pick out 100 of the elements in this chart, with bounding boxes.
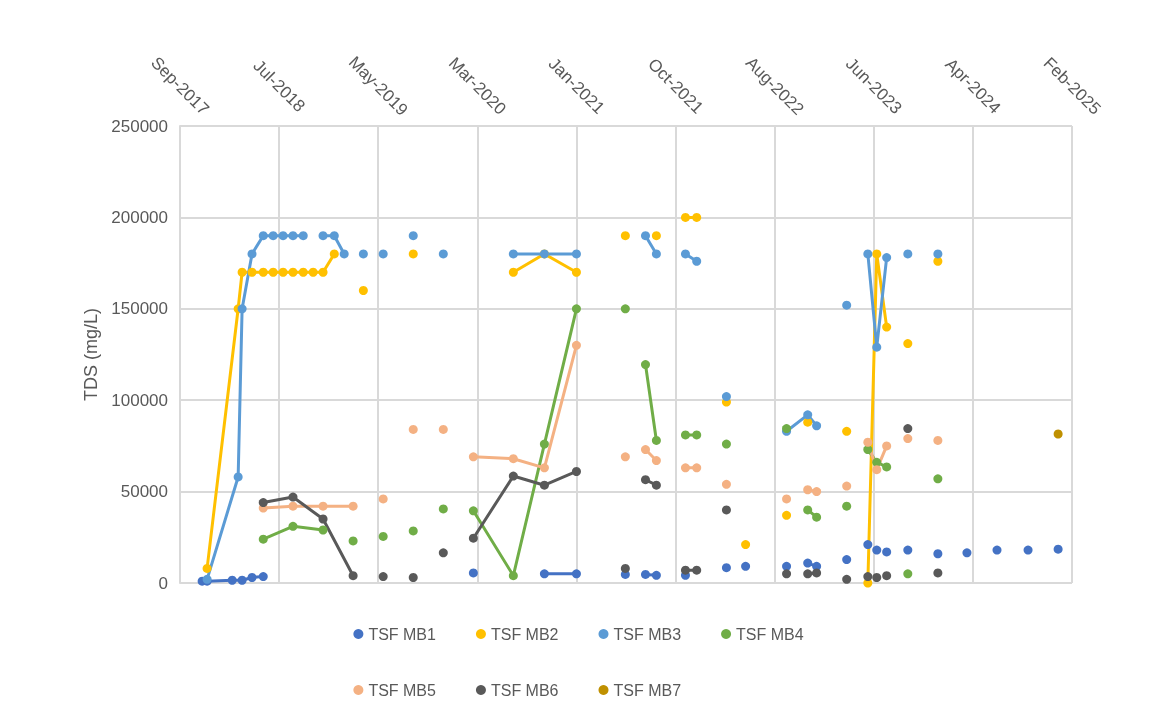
point xyxy=(268,267,278,277)
legend-label: TSF MB2 xyxy=(490,625,559,643)
point xyxy=(571,267,581,277)
point xyxy=(438,424,448,434)
y-tick-label: 150000 xyxy=(111,299,168,319)
point xyxy=(903,545,913,555)
point xyxy=(308,267,318,277)
point xyxy=(842,555,852,565)
point xyxy=(1053,544,1063,554)
point xyxy=(571,466,581,476)
point xyxy=(408,231,418,241)
point xyxy=(692,212,702,222)
point xyxy=(408,249,418,259)
point xyxy=(571,249,581,259)
point xyxy=(903,424,913,434)
point xyxy=(863,445,873,455)
point xyxy=(641,231,650,241)
point xyxy=(651,456,661,466)
point xyxy=(468,506,478,516)
point xyxy=(247,573,257,583)
point xyxy=(651,249,661,259)
y-tick-label: 50000 xyxy=(120,482,168,502)
y-tick-label: 200000 xyxy=(111,207,168,227)
point xyxy=(329,231,339,241)
point xyxy=(882,462,892,472)
point xyxy=(237,575,247,585)
point xyxy=(268,231,278,241)
point xyxy=(1023,545,1033,555)
point xyxy=(508,249,518,259)
point xyxy=(962,548,972,558)
point xyxy=(782,561,792,571)
point xyxy=(903,339,913,349)
point xyxy=(933,249,943,259)
point xyxy=(903,569,913,579)
point xyxy=(882,253,892,263)
point xyxy=(992,545,1002,555)
point xyxy=(933,568,943,578)
point xyxy=(782,569,792,579)
point xyxy=(358,286,368,296)
point xyxy=(803,558,813,568)
point xyxy=(468,452,478,462)
point xyxy=(278,267,288,277)
point xyxy=(812,421,822,431)
point xyxy=(468,533,478,543)
point xyxy=(741,540,751,550)
point xyxy=(641,569,650,579)
point xyxy=(842,300,852,310)
point xyxy=(288,501,298,511)
point xyxy=(620,452,630,462)
point xyxy=(803,410,813,420)
point xyxy=(882,441,892,451)
legend-label: TSF MB1 xyxy=(368,625,437,643)
point xyxy=(641,360,650,370)
point xyxy=(318,231,328,241)
point xyxy=(803,417,813,427)
point xyxy=(872,457,882,467)
legend-label: TSF MB5 xyxy=(368,681,437,699)
point xyxy=(721,439,731,449)
point xyxy=(872,249,882,259)
point xyxy=(438,249,448,259)
point xyxy=(933,474,943,484)
legend-label: TSF MB7 xyxy=(613,681,682,699)
y-tick-label: 0 xyxy=(158,573,168,593)
point xyxy=(680,212,690,222)
point xyxy=(378,249,388,259)
point xyxy=(933,256,943,266)
point xyxy=(571,304,581,314)
point xyxy=(641,475,650,485)
point xyxy=(539,569,549,579)
y-axis-title: TDS (mg/L) xyxy=(81,307,101,402)
point xyxy=(258,267,268,277)
point xyxy=(438,548,448,558)
point xyxy=(721,505,731,515)
point xyxy=(620,231,630,241)
point xyxy=(288,267,298,277)
point xyxy=(721,563,731,573)
point xyxy=(741,561,751,571)
point xyxy=(803,485,813,495)
point xyxy=(438,504,448,514)
point xyxy=(842,501,852,511)
point xyxy=(680,430,690,440)
point xyxy=(863,249,873,259)
point xyxy=(258,534,268,544)
point xyxy=(620,563,630,573)
point xyxy=(812,512,822,522)
point xyxy=(539,463,549,473)
point xyxy=(339,249,349,259)
point xyxy=(863,572,873,582)
point xyxy=(721,392,731,402)
point xyxy=(247,267,257,277)
point xyxy=(288,492,298,502)
point xyxy=(358,249,368,259)
point xyxy=(842,426,852,436)
point xyxy=(233,472,243,482)
point xyxy=(468,568,478,578)
point xyxy=(803,569,813,579)
point xyxy=(508,471,518,481)
point xyxy=(680,565,690,575)
point xyxy=(288,521,298,531)
point xyxy=(258,572,268,582)
